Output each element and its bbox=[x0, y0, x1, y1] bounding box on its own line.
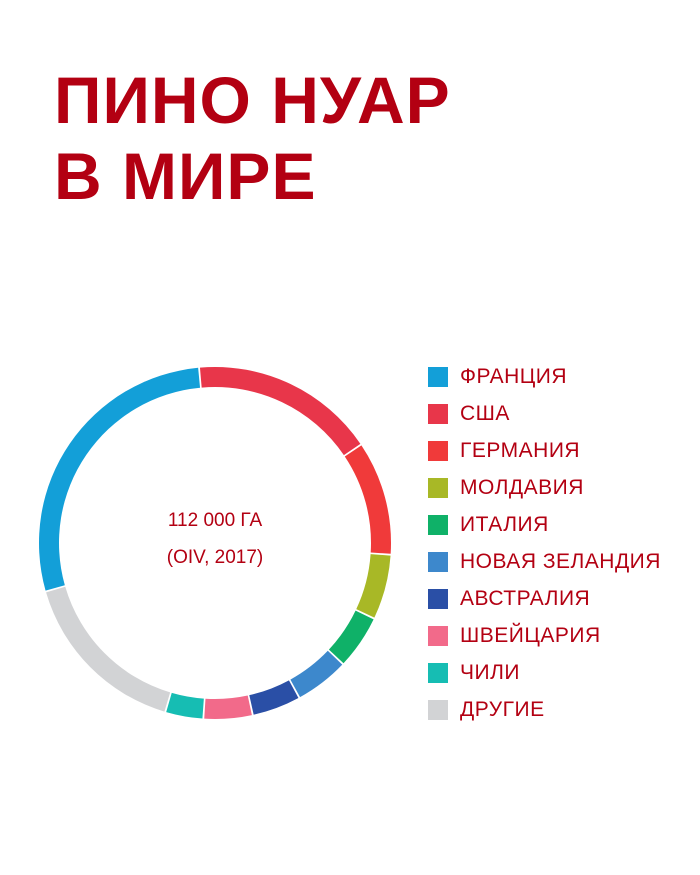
legend-swatch bbox=[428, 662, 448, 683]
donut-slice-10 bbox=[46, 586, 171, 712]
legend-label: ГЕРМАНИЯ bbox=[460, 438, 581, 462]
center-total-label: 112 000 ГА bbox=[167, 510, 263, 531]
legend-label: НОВАЯ ЗЕЛАНДИЯ bbox=[460, 549, 661, 573]
legend-label: ИТАЛИЯ bbox=[460, 512, 549, 536]
legend-item: США bbox=[428, 395, 661, 432]
legend-swatch bbox=[428, 403, 448, 424]
legend-item: АВСТРАЛИЯ bbox=[428, 580, 661, 617]
chart-legend: ФРАНЦИЯ США ГЕРМАНИЯ МОЛДАВИЯ ИТАЛИЯ НОВАЯ ЗЕ… bbox=[428, 358, 661, 728]
legend-swatch bbox=[428, 477, 448, 498]
legend-label: ЧИЛИ bbox=[460, 660, 520, 684]
legend-label: МОЛДАВИЯ bbox=[460, 475, 584, 499]
legend-item: ИТАЛИЯ bbox=[428, 506, 661, 543]
page-title: ПИНО НУАР В МИРЕ bbox=[54, 62, 451, 214]
donut-slice-5 bbox=[328, 610, 374, 664]
title-line-1: ПИНО НУАР bbox=[54, 63, 451, 137]
legend-swatch bbox=[428, 366, 448, 387]
donut-slice-6 bbox=[290, 650, 343, 698]
legend-swatch bbox=[428, 588, 448, 609]
legend-item: НОВАЯ ЗЕЛАНДИЯ bbox=[428, 543, 661, 580]
legend-item: ФРАНЦИЯ bbox=[428, 358, 661, 395]
donut-slice-4 bbox=[356, 554, 391, 618]
donut-slice-8 bbox=[204, 695, 252, 719]
legend-swatch bbox=[428, 699, 448, 720]
donut-slice-1 bbox=[38, 367, 201, 591]
donut-slice-3 bbox=[344, 445, 391, 554]
legend-item: ДРУГИЕ bbox=[428, 691, 661, 728]
legend-swatch bbox=[428, 514, 448, 535]
legend-swatch bbox=[428, 440, 448, 461]
legend-label: ФРАНЦИЯ bbox=[460, 364, 568, 388]
legend-item: МОЛДАВИЯ bbox=[428, 469, 661, 506]
legend-swatch bbox=[428, 551, 448, 572]
center-source-label: (OIV, 2017) bbox=[166, 547, 264, 568]
donut-slice-7 bbox=[249, 680, 299, 715]
legend-item: ШВЕЙЦАРИЯ bbox=[428, 617, 661, 654]
legend-swatch bbox=[428, 625, 448, 646]
legend-item: ЧИЛИ bbox=[428, 654, 661, 691]
title-line-2: В МИРЕ bbox=[54, 139, 317, 213]
legend-label: АВСТРАЛИЯ bbox=[460, 586, 591, 610]
donut-slice-2 bbox=[199, 366, 361, 456]
donut-slice-9 bbox=[166, 692, 204, 719]
legend-item: ГЕРМАНИЯ bbox=[428, 432, 661, 469]
legend-label: ШВЕЙЦАРИЯ bbox=[460, 623, 601, 647]
legend-label: ДРУГИЕ bbox=[460, 697, 545, 721]
legend-label: США bbox=[460, 401, 510, 425]
